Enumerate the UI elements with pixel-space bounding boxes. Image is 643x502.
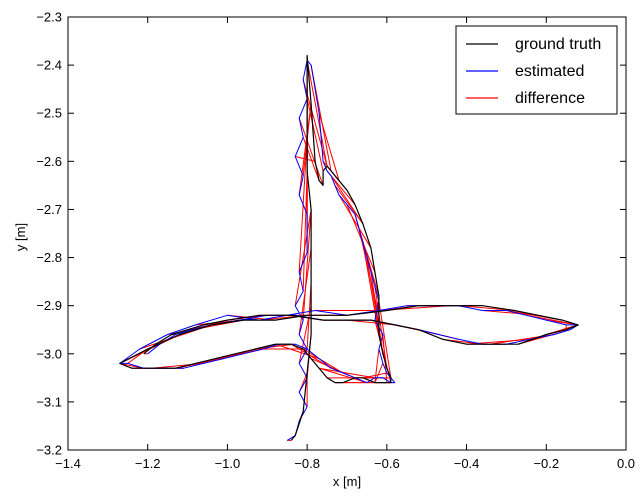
x-tick-label: 0.0 <box>617 456 635 471</box>
series-ground-truth-line <box>119 54 579 441</box>
y-tick-label: −3.1 <box>36 394 62 409</box>
difference-segment <box>306 60 328 167</box>
y-axis-label: y [m] <box>13 223 28 251</box>
difference-segment <box>318 113 340 181</box>
difference-segment <box>346 319 395 326</box>
difference-segment <box>334 185 364 225</box>
x-tick-label: −0.6 <box>374 456 400 471</box>
plot-layer <box>119 54 579 441</box>
difference-segment <box>374 363 384 383</box>
difference-segment <box>302 170 308 292</box>
legend: ground truth estimated difference <box>455 25 618 115</box>
axes-layer: −1.4 −1.2 −1.0 −0.8 −0.6 −0.4 −0.2 0.0 −2.3 −2.4 −… <box>36 10 635 472</box>
x-tick-label: −1.0 <box>215 456 241 471</box>
y-tick-label: −2.3 <box>36 10 62 25</box>
plot-area <box>119 54 579 441</box>
y-tick-label: −2.6 <box>36 154 62 169</box>
difference-segment <box>302 137 320 181</box>
difference-segment <box>275 343 320 360</box>
difference-segment <box>382 334 388 383</box>
y-tick-label: −2.7 <box>36 202 62 217</box>
difference-segment <box>338 194 372 249</box>
difference-segment <box>298 117 324 186</box>
x-tick-label: −0.2 <box>533 456 559 471</box>
difference-segment <box>319 367 375 379</box>
difference-segment <box>151 362 204 369</box>
legend-box <box>455 25 618 115</box>
y-tick-label: −2.5 <box>36 106 62 121</box>
plot-frame <box>67 16 627 451</box>
difference-segment <box>302 209 312 321</box>
y-tick-label: −3.2 <box>36 443 62 458</box>
x-tick-label: −1.4 <box>55 456 81 471</box>
legend-entry-label: ground truth <box>515 36 601 53</box>
x-tick-label: −1.2 <box>135 456 161 471</box>
y-tick-label: −2.4 <box>36 58 62 73</box>
x-axis-label: x [m] <box>333 474 361 489</box>
y-tick-label: −3.0 <box>36 346 62 361</box>
difference-segment <box>374 348 380 383</box>
x-tick-label: −0.8 <box>294 456 320 471</box>
difference-segment <box>318 367 368 384</box>
y-tick-label: −2.8 <box>36 250 62 265</box>
difference-segment <box>294 209 312 306</box>
difference-segment <box>306 98 324 172</box>
difference-segment <box>362 243 380 335</box>
legend-entry-label: estimated <box>515 63 584 80</box>
legend-entry-label: difference <box>515 90 585 107</box>
difference-segment <box>362 372 387 379</box>
difference-segment <box>378 300 392 378</box>
difference-segment <box>302 348 344 374</box>
x-tick-label: −0.4 <box>454 456 480 471</box>
y-tick-label: −2.9 <box>36 298 62 313</box>
